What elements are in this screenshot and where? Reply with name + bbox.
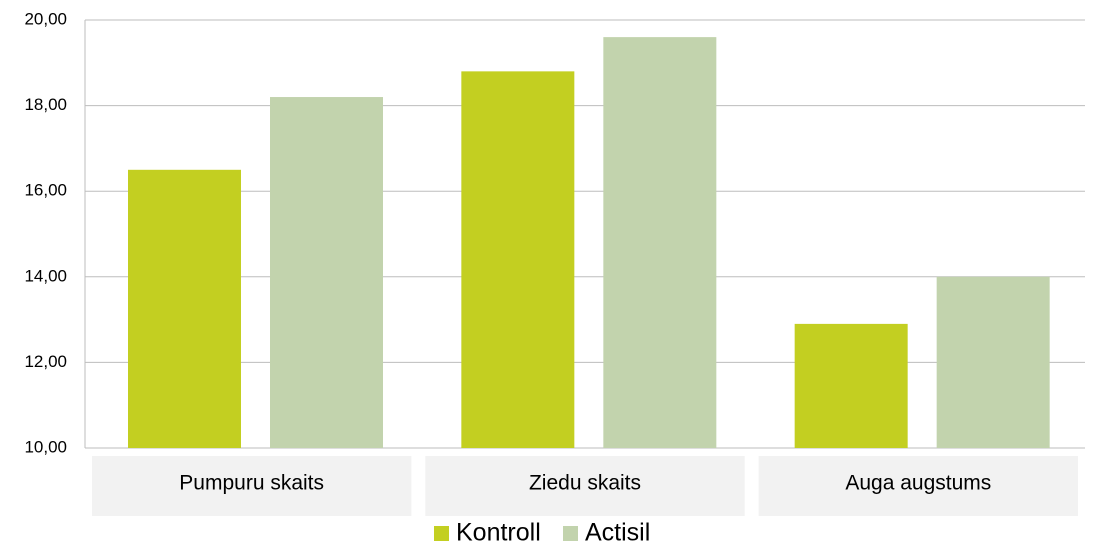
category-box	[758, 456, 1078, 516]
bar	[270, 97, 383, 448]
bar	[461, 71, 575, 449]
bar	[794, 323, 908, 448]
y-tick-label: 18,00	[24, 95, 67, 114]
y-tick-label: 14,00	[24, 266, 67, 285]
legend-swatch	[563, 526, 578, 541]
category-box	[425, 456, 745, 516]
x-tick-label: Pumpuru skaits	[179, 472, 324, 495]
legend-swatch	[434, 526, 449, 541]
y-tick-label: 12,00	[24, 352, 67, 371]
y-tick-label: 16,00	[24, 181, 67, 200]
legend-label: Actisil	[585, 519, 650, 545]
category-box	[92, 456, 412, 516]
x-tick-label: Auga augstums	[845, 472, 991, 495]
bar	[936, 276, 1050, 448]
y-tick-label: 20,00	[24, 9, 67, 28]
y-tick-label: 10,00	[24, 437, 67, 456]
x-tick-label: Ziedu skaits	[529, 472, 641, 495]
bar	[603, 37, 717, 449]
bar	[128, 169, 241, 449]
legend-label: Kontroll	[456, 519, 541, 545]
